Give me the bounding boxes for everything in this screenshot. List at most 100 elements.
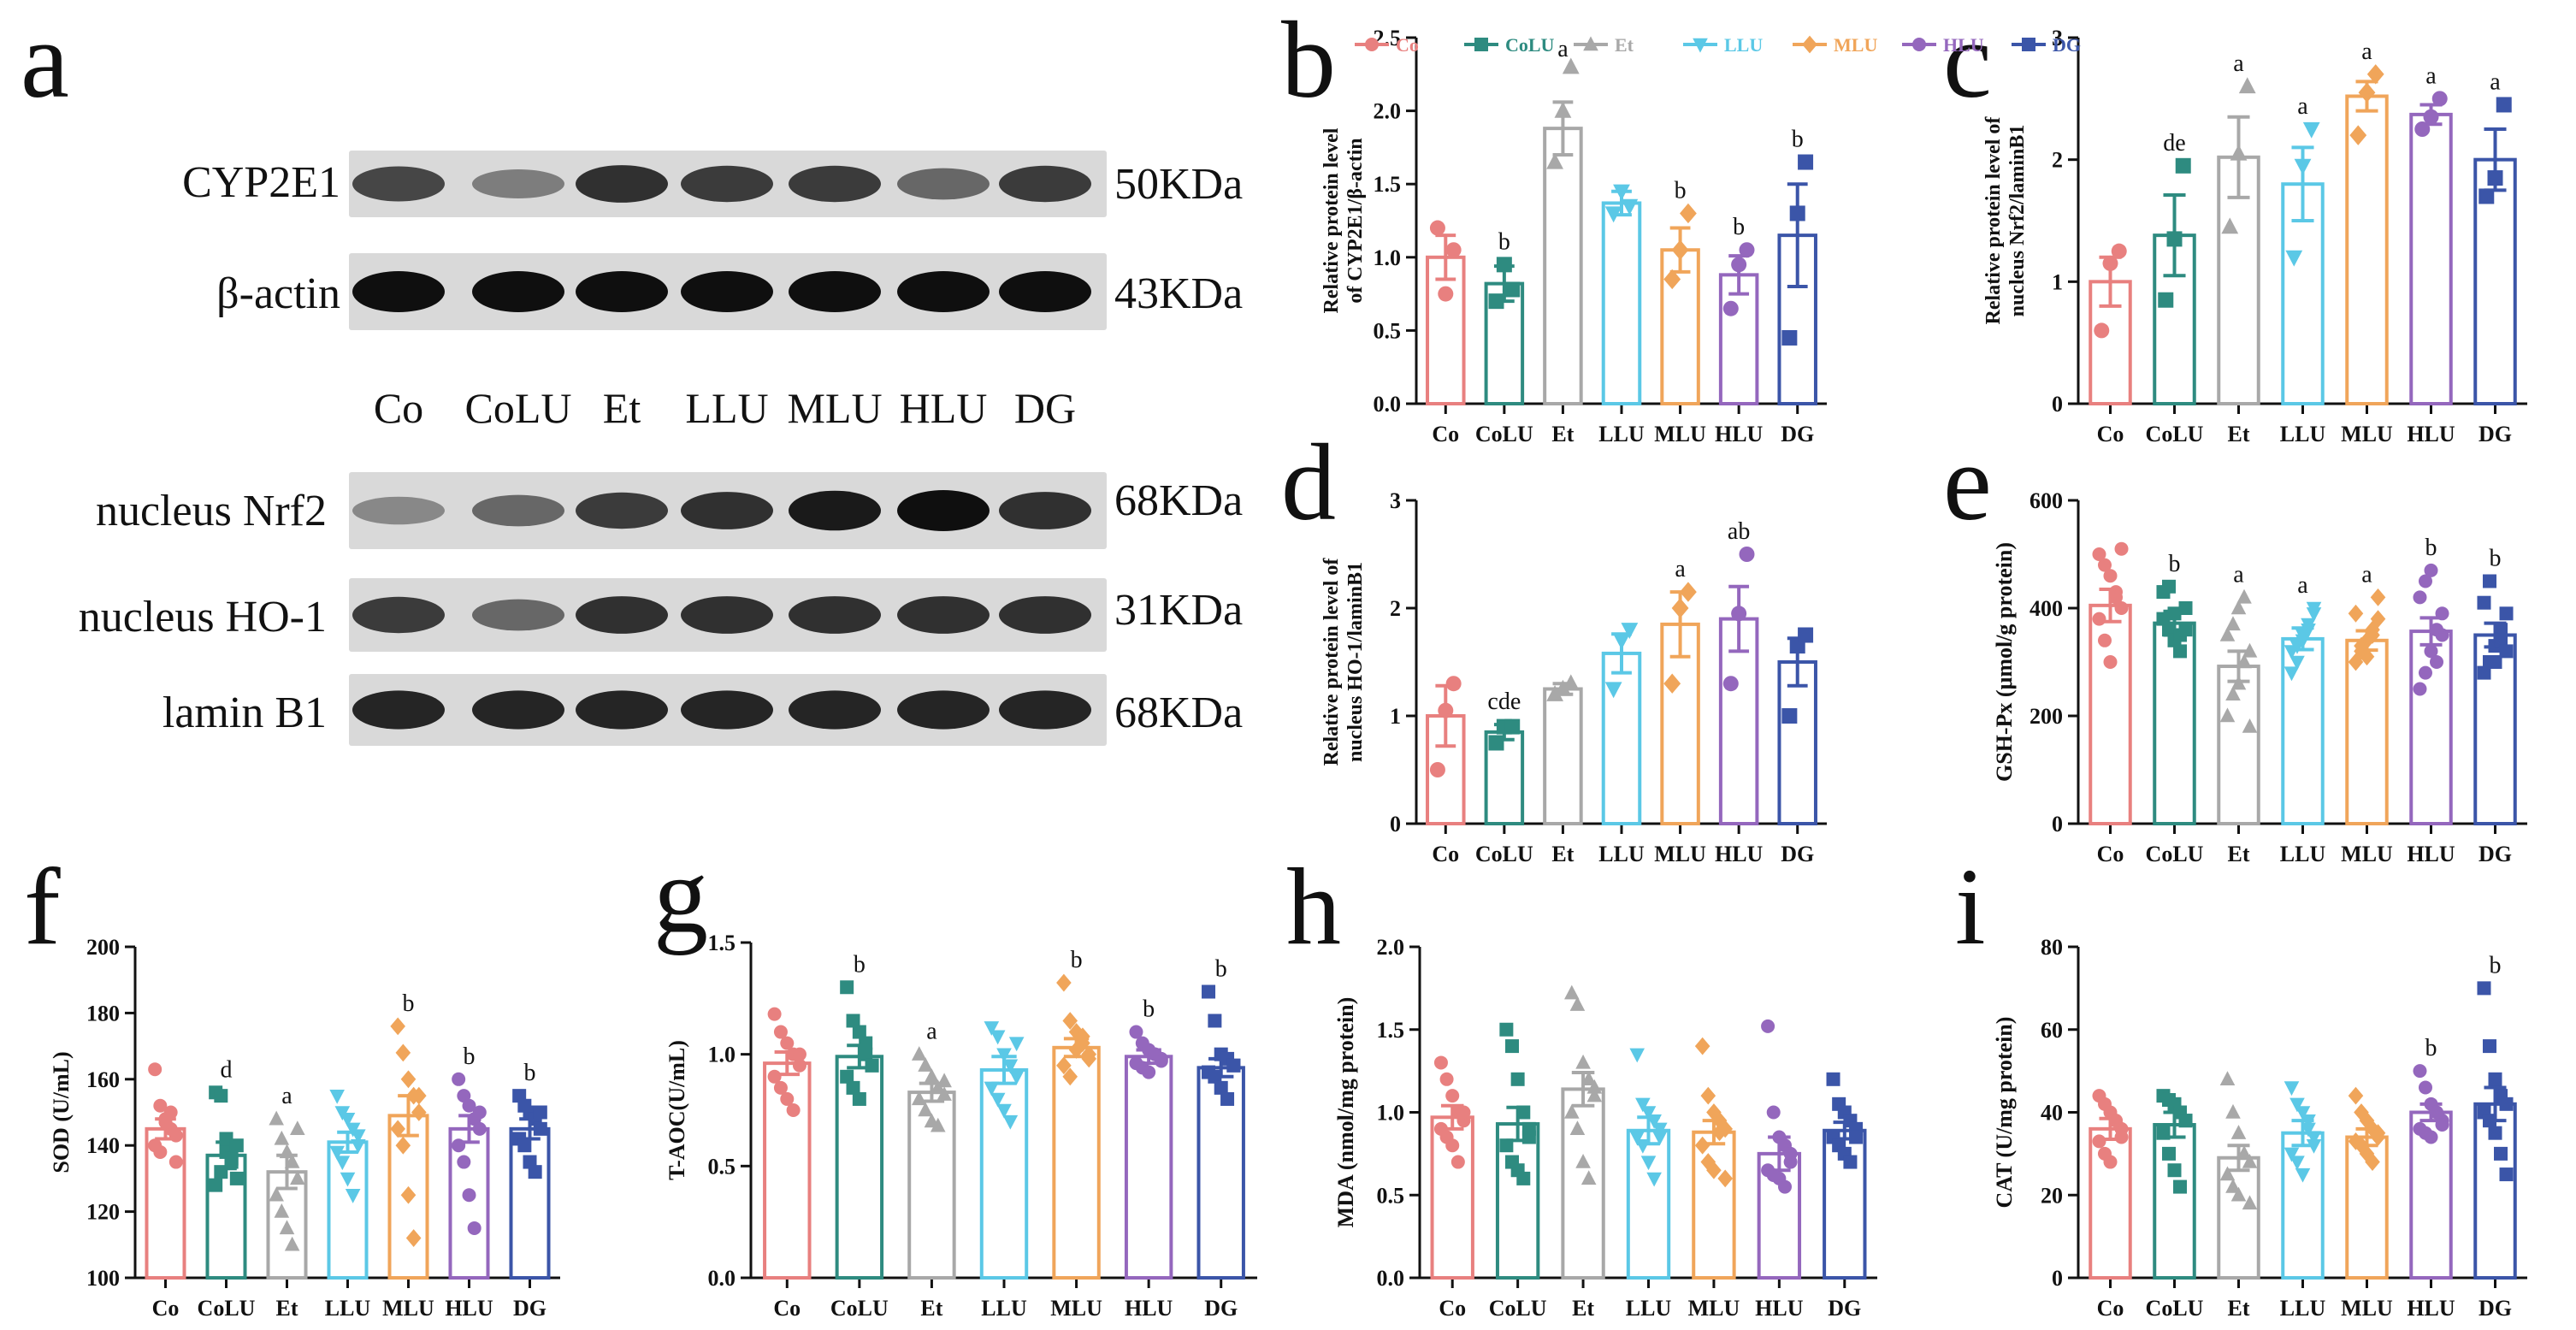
x-tick-label: MLU: [1654, 842, 1706, 866]
data-point: [1621, 198, 1639, 216]
y-tick-label: 2: [1390, 596, 1401, 621]
data-point: [351, 1129, 366, 1144]
data-point: [2221, 217, 2239, 234]
data-point: [1798, 627, 1814, 643]
x-tick-label: CoLU: [1489, 1296, 1547, 1321]
x-tick-label: MLU: [1050, 1296, 1102, 1321]
data-point: [2092, 1134, 2106, 1149]
data-point: [1575, 1153, 1591, 1168]
y-tick-label: 20: [2041, 1183, 2063, 1208]
data-point: [2242, 642, 2258, 658]
data-point: [2242, 1153, 2258, 1168]
data-point: [1700, 1086, 1716, 1105]
x-tick-label: Et: [1551, 422, 1574, 446]
data-point: [2354, 636, 2369, 655]
data-point: [1438, 286, 1454, 302]
data-point: [2103, 569, 2118, 583]
data-point: [996, 1103, 1012, 1119]
blot-band: [789, 271, 881, 312]
y-tick-label: 2.0: [1377, 935, 1405, 960]
data-point: [1202, 984, 1216, 999]
chart-h: 0.0 0.5 1.0 1.5 2.0 MDA (nmol/mg protein) Co Co…: [1333, 935, 1877, 1321]
y-tick-label: 3: [1390, 488, 1401, 513]
y-axis-label: of CYP2E1/β-actin: [1344, 138, 1367, 303]
blot-strip-cyp2e1: [349, 151, 1107, 217]
data-point: [1575, 1054, 1591, 1069]
data-point: [984, 1081, 1000, 1097]
y-tick-label: 400: [2029, 596, 2063, 621]
data-point: [1220, 1091, 1235, 1106]
protein-label-ho1: nucleus HO-1: [78, 593, 327, 641]
data-point: [1504, 718, 1521, 735]
data-point: [400, 1070, 417, 1089]
data-point: [918, 1057, 933, 1072]
data-point: [2499, 1097, 2514, 1111]
significance-letter: a: [2361, 38, 2372, 65]
data-point: [2161, 1146, 2176, 1161]
blot-strip-ho1: [349, 578, 1107, 652]
y-axis-label: Relative protein level of: [1320, 558, 1343, 766]
band-size-lamin-b1: 68KDa: [1114, 689, 1244, 737]
x-tick-label: DG: [2479, 842, 2512, 866]
data-point: [2413, 590, 2427, 605]
blot-strip-beta-actin: [349, 253, 1107, 330]
data-point: [2366, 64, 2384, 85]
y-tick-label: 80: [2041, 935, 2063, 960]
bar: [2345, 94, 2389, 405]
data-point: [533, 1121, 547, 1136]
protein-label-beta-actin: β-actin: [216, 269, 340, 318]
data-point: [533, 1105, 547, 1120]
data-point: [2295, 1167, 2311, 1183]
x-tick-label: Et: [2228, 1296, 2250, 1321]
data-point: [1826, 1072, 1840, 1086]
data-point: [1214, 1080, 1228, 1095]
significance-letter: cde: [1487, 689, 1521, 715]
x-tick-label: DG: [1781, 842, 1814, 866]
panel-letter-g: g: [653, 834, 708, 955]
data-point: [2156, 1126, 2171, 1140]
y-tick-label: 2.0: [1374, 99, 1402, 124]
data-point: [1613, 184, 1630, 201]
data-point: [2219, 707, 2236, 723]
data-point: [2424, 644, 2438, 659]
data-point: [2103, 1155, 2118, 1169]
data-point: [2175, 157, 2191, 174]
data-point: [2477, 981, 2491, 996]
data-point: [148, 1062, 162, 1077]
data-point: [1008, 1070, 1025, 1085]
x-tick-label: HLU: [2407, 1296, 2455, 1321]
x-tick-label: Et: [276, 1296, 298, 1321]
data-point: [1783, 1146, 1798, 1161]
data-point: [996, 1048, 1012, 1063]
x-tick-label: Et: [920, 1296, 942, 1321]
data-point: [279, 1144, 295, 1159]
blot-band: [576, 165, 668, 203]
data-point: [284, 1153, 300, 1168]
data-point: [290, 1170, 305, 1185]
x-tick-label: CoLU: [830, 1296, 889, 1321]
x-tick-label: HLU: [1125, 1296, 1173, 1321]
data-point: [1208, 1014, 1222, 1028]
data-point: [2114, 601, 2129, 615]
data-point: [1554, 679, 1572, 696]
y-tick-label: 3: [2052, 26, 2063, 50]
data-point: [2242, 1195, 2258, 1210]
data-point: [1516, 1171, 1531, 1185]
data-point: [2225, 1103, 2241, 1119]
data-point: [2109, 1114, 2124, 1128]
lane-label: HLU: [899, 384, 988, 432]
data-point: [2236, 653, 2252, 669]
data-point: [1722, 300, 1739, 316]
data-point: [1621, 623, 1639, 639]
band-size-beta-actin: 43KDa: [1114, 269, 1244, 318]
data-point: [2306, 1131, 2322, 1146]
y-axis-label: SOD (U/mL): [49, 1051, 74, 1173]
blot-band: [897, 690, 990, 730]
blot-band: [789, 165, 881, 203]
y-tick-label: 0.0: [708, 1266, 736, 1291]
data-point: [1433, 1055, 1448, 1070]
data-point: [1694, 1037, 1710, 1055]
data-point: [767, 1069, 782, 1084]
significance-letter: b: [1071, 947, 1083, 973]
data-point: [2219, 1166, 2236, 1181]
